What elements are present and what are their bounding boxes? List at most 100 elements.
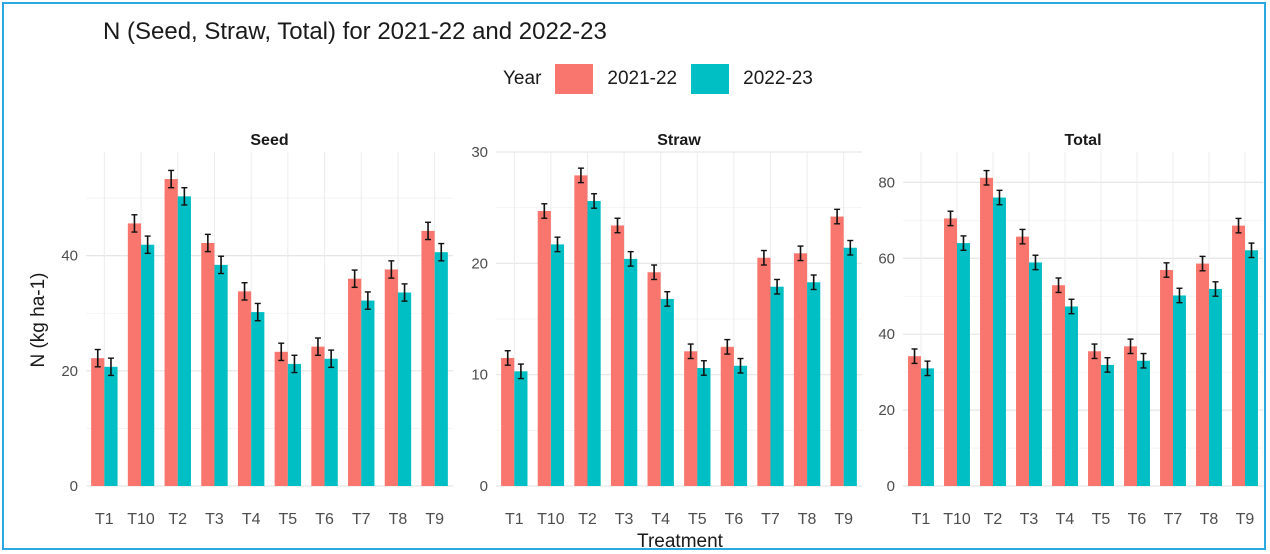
y-tick-label-seed: 20 (61, 363, 78, 380)
bar-seed-t2-2021-22 (164, 179, 178, 486)
bar-straw-t5-2021-22 (684, 351, 698, 486)
x-tick-label-seed-t10: T10 (127, 511, 155, 528)
bar-total-t8-2022-23 (1209, 289, 1222, 486)
x-tick-label-straw-t10: T10 (537, 511, 565, 528)
bar-straw-t2-2021-22 (574, 175, 588, 486)
bar-total-t5-2022-23 (1101, 364, 1114, 486)
bar-total-t6-2021-22 (1124, 346, 1137, 486)
bar-straw-t1-2021-22 (501, 357, 515, 486)
x-tick-label-total-t1: T1 (912, 511, 931, 528)
bar-straw-t4-2021-22 (647, 272, 661, 486)
x-tick-label-total-t8: T8 (1200, 511, 1219, 528)
x-tick-label-seed-t7: T7 (352, 511, 371, 528)
bar-total-t6-2022-23 (1137, 360, 1150, 486)
x-tick-label-total-t9: T9 (1236, 511, 1255, 528)
x-tick-label-total-t10: T10 (943, 511, 971, 528)
y-tick-label-total: 20 (878, 402, 895, 419)
bar-straw-t2-2022-23 (587, 200, 601, 486)
bar-straw-t6-2022-23 (733, 365, 748, 486)
bar-seed-t8-2022-23 (397, 292, 412, 486)
y-tick-label-total: 60 (878, 250, 895, 267)
bar-straw-t7-2021-22 (757, 257, 771, 486)
bar-seed-t7-2021-22 (348, 278, 362, 486)
y-tick-label-total: 40 (878, 326, 895, 343)
legend-item-2021-22: 2021-22 (555, 64, 677, 94)
x-tick-label-straw-t3: T3 (615, 511, 634, 528)
bar-seed-t5-2022-23 (287, 363, 302, 486)
x-tick-label-seed-t6: T6 (315, 511, 334, 528)
legend-label-2022-23: 2022-23 (743, 68, 813, 89)
x-tick-label-seed-t9: T9 (425, 511, 444, 528)
bar-seed-t5-2021-22 (274, 351, 288, 486)
bar-total-t4-2022-23 (1065, 306, 1078, 486)
x-tick-label-total-t2: T2 (984, 511, 1003, 528)
x-tick-label-seed-t3: T3 (205, 511, 224, 528)
bar-total-t5-2021-22 (1088, 351, 1101, 486)
legend-title: Year (503, 68, 542, 89)
bar-straw-t5-2022-23 (697, 367, 711, 486)
bar-seed-t8-2021-22 (384, 269, 398, 486)
legend-swatch-2022-23 (691, 64, 730, 94)
bar-seed-t9-2022-23 (434, 252, 448, 486)
bar-seed-t3-2021-22 (201, 242, 215, 486)
bar-seed-t10-2022-23 (141, 244, 155, 486)
x-axis-title: Treatment (637, 531, 724, 552)
bar-straw-t10-2022-23 (550, 244, 565, 486)
x-tick-label-total-t4: T4 (1056, 511, 1075, 528)
bar-total-t9-2021-22 (1232, 225, 1245, 486)
y-tick-label-straw: 10 (471, 367, 488, 384)
bar-total-t10-2022-23 (957, 243, 970, 486)
legend: Year 2021-22 2022-23 (503, 64, 827, 94)
y-tick-label-total: 80 (878, 174, 895, 191)
bar-straw-t3-2021-22 (610, 225, 625, 487)
bar-total-t10-2021-22 (944, 218, 957, 486)
bar-straw-t8-2021-22 (793, 253, 808, 486)
y-tick-label-total: 0 (887, 478, 895, 495)
x-tick-label-total-t7: T7 (1164, 511, 1183, 528)
x-tick-label-total-t6: T6 (1128, 511, 1147, 528)
bar-seed-t1-2022-23 (104, 366, 118, 486)
bar-total-t1-2021-22 (908, 356, 921, 486)
x-tick-label-straw-t8: T8 (798, 511, 817, 528)
bar-straw-t6-2021-22 (720, 346, 734, 486)
bar-total-t2-2021-22 (980, 177, 993, 487)
x-tick-label-total-t3: T3 (1020, 511, 1039, 528)
bar-seed-t9-2021-22 (421, 230, 435, 486)
x-tick-label-straw-t6: T6 (725, 511, 744, 528)
x-tick-label-straw-t7: T7 (761, 511, 780, 528)
bar-total-t4-2021-22 (1052, 285, 1065, 486)
x-tick-label-seed-t2: T2 (168, 511, 187, 528)
bar-straw-t3-2022-23 (624, 258, 638, 486)
bar-straw-t4-2022-23 (660, 298, 674, 486)
y-tick-label-straw: 20 (471, 255, 488, 272)
x-tick-label-straw-t1: T1 (505, 511, 524, 528)
bar-total-t2-2022-23 (993, 197, 1006, 486)
bar-total-t1-2022-23 (921, 368, 934, 486)
bar-seed-t3-2022-23 (214, 264, 228, 486)
x-tick-label-seed-t5: T5 (279, 511, 298, 528)
facet-title-straw: Straw (657, 132, 701, 149)
facet-title-total: Total (1064, 132, 1101, 149)
bar-seed-t7-2022-23 (361, 300, 375, 486)
x-tick-label-straw-t2: T2 (578, 511, 597, 528)
bar-total-t3-2022-23 (1029, 262, 1042, 486)
y-tick-label-straw: 0 (480, 478, 488, 495)
y-tick-label-seed: 40 (61, 248, 78, 265)
x-tick-label-straw-t9: T9 (834, 511, 853, 528)
legend-swatch-2021-22 (555, 64, 594, 94)
bar-seed-t6-2021-22 (311, 346, 325, 486)
bar-straw-t9-2021-22 (830, 216, 844, 486)
facet-title-seed: Seed (250, 132, 288, 149)
bar-straw-t9-2022-23 (843, 247, 857, 486)
legend-label-2021-22: 2021-22 (607, 68, 678, 89)
x-tick-label-seed-t8: T8 (389, 511, 408, 528)
bar-total-t9-2022-23 (1245, 250, 1258, 486)
bar-straw-t7-2022-23 (770, 286, 784, 486)
bar-seed-t10-2021-22 (127, 223, 142, 486)
x-tick-label-seed-t4: T4 (242, 511, 261, 528)
bar-total-t8-2021-22 (1196, 263, 1209, 486)
bar-total-t7-2022-23 (1173, 295, 1186, 486)
bar-seed-t6-2022-23 (324, 358, 338, 486)
